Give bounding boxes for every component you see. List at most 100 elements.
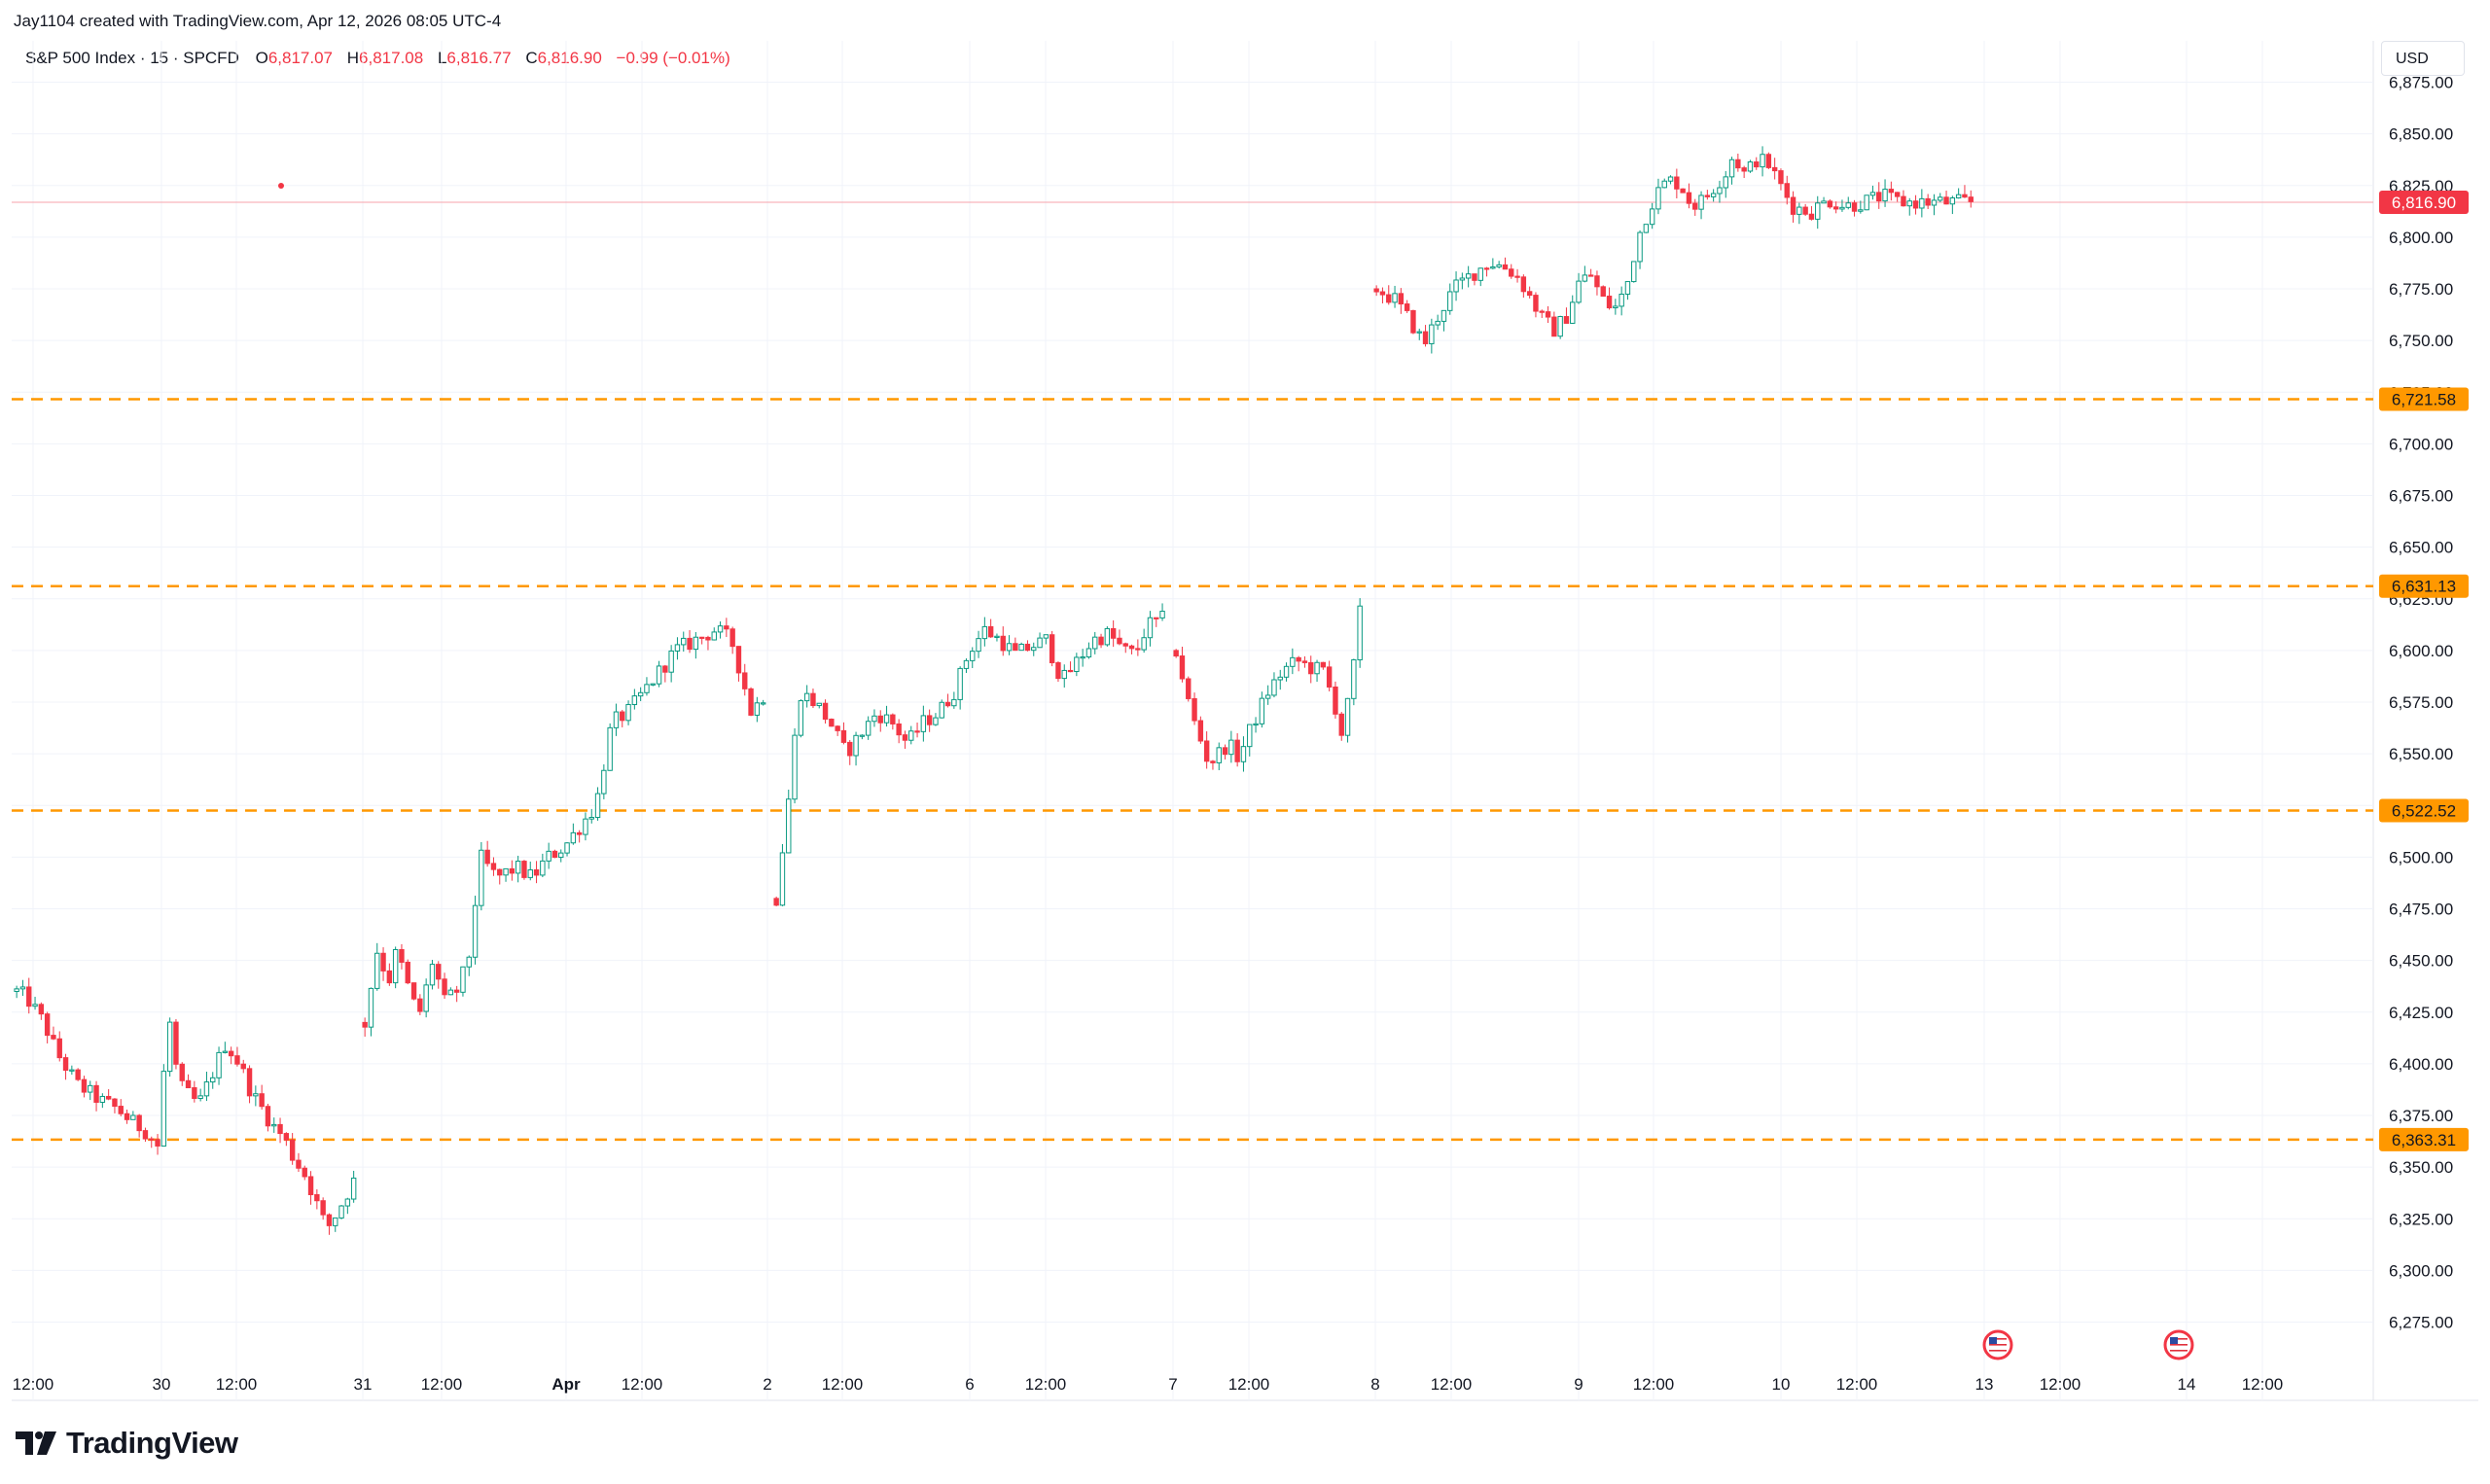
candle-body	[429, 964, 436, 986]
candle-body	[1618, 293, 1624, 307]
candle-body	[515, 861, 521, 874]
candle-body	[497, 868, 503, 876]
price-tick-label: 6,450.00	[2389, 952, 2453, 971]
candle-body	[735, 646, 742, 674]
candle-body	[1122, 643, 1128, 647]
time-tick-label: 14	[2178, 1375, 2196, 1394]
candle-body	[698, 636, 705, 639]
candle-body	[847, 741, 853, 757]
candle-body	[1821, 200, 1827, 204]
candle-body	[902, 734, 908, 741]
time-tick-label: 30	[153, 1375, 171, 1394]
candle-body	[1667, 176, 1674, 182]
candle-body	[1197, 720, 1204, 742]
candle-body	[1128, 645, 1135, 650]
flag-stripe	[2170, 1338, 2188, 1340]
chart-credit: Jay1104 created with TradingView.com, Ap…	[14, 12, 502, 30]
level-price-label: 6,363.31	[2392, 1131, 2456, 1149]
candle-body	[1085, 648, 1092, 658]
candle-body	[93, 1084, 99, 1103]
time-tick-label: 12:00	[2040, 1375, 2081, 1394]
candle-body	[1326, 666, 1333, 688]
candle-body	[650, 683, 656, 686]
candle-body	[380, 952, 386, 972]
tradingview-logo[interactable]: TradingView	[16, 1424, 238, 1463]
candle-body	[1283, 665, 1290, 678]
candle-body	[81, 1078, 88, 1093]
candle-body	[1447, 291, 1453, 311]
price-tick-label: 6,275.00	[2389, 1314, 2453, 1332]
candle-body	[417, 998, 423, 1012]
candle-body	[222, 1050, 229, 1053]
candle-body	[1587, 274, 1594, 277]
flag-stripe	[1989, 1350, 2007, 1352]
candle-body	[338, 1205, 344, 1219]
candle-body	[1410, 309, 1416, 334]
candle-body	[681, 637, 687, 646]
candle-body	[503, 867, 509, 876]
candle-body	[423, 984, 429, 1012]
candle-body	[405, 961, 410, 984]
candle-body	[1551, 316, 1557, 337]
time-tick-label: 13	[1975, 1375, 1994, 1394]
candle-body	[1216, 747, 1222, 763]
candle-body	[877, 715, 883, 724]
candle-body	[944, 701, 951, 707]
candle-body	[1061, 669, 1067, 680]
candle-body	[1386, 294, 1392, 303]
candle-body	[1049, 634, 1055, 663]
candle-body	[1771, 166, 1778, 172]
candle-body	[1882, 189, 1888, 202]
candle-body	[1570, 301, 1576, 324]
currency-button[interactable]: USD	[2381, 41, 2465, 76]
time-tick-label: 12:00	[1633, 1375, 1675, 1394]
candle-body	[1655, 187, 1661, 210]
candle-body	[1392, 293, 1398, 303]
candle-body	[14, 988, 19, 992]
candle-body	[1117, 637, 1122, 645]
time-tick-label: 2	[763, 1375, 771, 1394]
candle-body	[803, 692, 810, 702]
price-tick-label: 6,475.00	[2389, 901, 2453, 919]
candle-body	[1098, 636, 1104, 646]
candle-body	[472, 904, 479, 958]
candle-body	[729, 628, 735, 648]
candle-body	[1931, 199, 1938, 206]
candle-body	[1851, 202, 1858, 212]
candle-body	[149, 1138, 155, 1141]
candle-body	[26, 986, 32, 1007]
candle-body	[1955, 194, 1962, 199]
candle-body	[62, 1057, 69, 1072]
candle-body	[333, 1217, 338, 1226]
candle-body	[1290, 656, 1296, 667]
candle-body	[1472, 273, 1477, 281]
high-value: 6,817.08	[359, 49, 424, 67]
candle-body	[865, 721, 872, 736]
candle-body	[1416, 331, 1422, 334]
price-tick-label: 6,375.00	[2389, 1107, 2453, 1125]
symbol-name[interactable]: S&P 500 Index · 15 · SPCFD	[25, 49, 239, 67]
candle-body	[1539, 310, 1545, 313]
candle-body	[779, 852, 786, 906]
time-tick-label: 9	[1574, 1375, 1583, 1394]
candle-body	[1141, 637, 1147, 651]
candle-body	[1320, 661, 1327, 668]
candle-body	[296, 1159, 302, 1169]
candle-body	[1296, 656, 1301, 662]
level-price-tag	[2379, 1127, 2469, 1151]
last-price-label: 6,816.90	[2392, 194, 2456, 212]
candle-body	[1968, 196, 1974, 202]
candle-body	[1477, 267, 1483, 281]
candle-body	[1067, 669, 1074, 673]
candle-body	[1465, 273, 1472, 279]
candle-body	[754, 702, 761, 716]
time-tick-label: 12:00	[13, 1375, 54, 1394]
event-icons	[1982, 1329, 2194, 1360]
candle-body	[1901, 195, 1906, 207]
candle-body	[1925, 197, 1931, 206]
level-price-tag	[2379, 798, 2469, 823]
candle-body	[51, 1035, 56, 1040]
candle-body	[173, 1021, 179, 1065]
